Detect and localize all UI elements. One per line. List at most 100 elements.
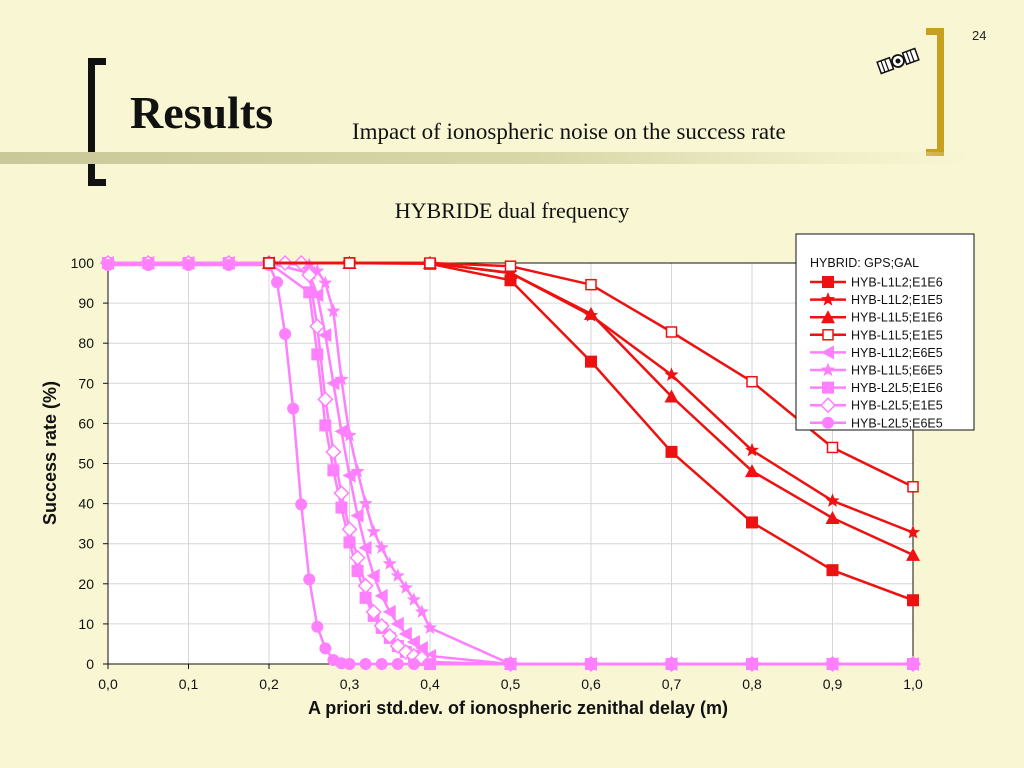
data-point xyxy=(301,266,318,284)
legend-label: HYB-L2L5;E1E5 xyxy=(851,399,943,413)
x-tick-label: 0,9 xyxy=(823,676,843,692)
x-tick-label: 1,0 xyxy=(903,676,923,692)
satellite-icon xyxy=(876,47,920,75)
y-tick-label: 30 xyxy=(78,536,94,552)
data-point xyxy=(905,525,921,539)
data-point xyxy=(358,496,373,510)
legend-label: HYB-L2L5;E1E6 xyxy=(851,381,943,395)
data-point xyxy=(745,464,759,478)
data-point xyxy=(350,508,364,523)
y-tick-label: 60 xyxy=(78,415,94,431)
data-point xyxy=(310,263,325,278)
data-point xyxy=(825,511,840,525)
data-point xyxy=(287,402,300,415)
data-point xyxy=(381,627,398,644)
chart-heading: HYBRIDE dual frequency xyxy=(394,198,630,223)
data-point xyxy=(142,259,155,272)
data-point xyxy=(414,640,428,655)
data-point xyxy=(390,568,405,582)
data-point xyxy=(744,442,760,457)
data-point xyxy=(746,658,758,670)
data-point xyxy=(334,371,349,386)
data-point xyxy=(424,658,436,670)
legend-marker xyxy=(819,397,837,414)
data-point xyxy=(746,516,758,529)
legend-marker xyxy=(822,381,834,394)
data-point xyxy=(350,464,365,478)
data-point xyxy=(665,326,678,338)
data-point xyxy=(310,288,324,303)
title-underline-band xyxy=(0,152,972,164)
data-point xyxy=(390,616,404,631)
x-tick-label: 0,4 xyxy=(420,676,440,692)
data-point xyxy=(825,493,840,507)
data-point xyxy=(271,276,284,289)
legend-marker xyxy=(822,329,834,341)
legend-marker xyxy=(822,416,834,429)
data-point xyxy=(325,443,342,460)
data-point xyxy=(359,658,372,670)
data-point xyxy=(343,658,356,670)
data-point xyxy=(665,658,678,670)
legend-marker xyxy=(822,276,834,288)
data-point xyxy=(406,592,421,606)
data-point xyxy=(374,588,388,603)
data-point xyxy=(349,549,366,566)
slide-number: 24 xyxy=(972,28,987,43)
data-point xyxy=(373,617,390,634)
data-point xyxy=(342,468,356,483)
data-point xyxy=(665,445,678,458)
x-tick-label: 0,3 xyxy=(340,676,360,692)
data-point xyxy=(907,658,919,670)
x-tick-label: 0,1 xyxy=(179,676,199,692)
y-tick-label: 90 xyxy=(78,295,94,311)
data-point xyxy=(746,375,758,388)
x-tick-label: 0,6 xyxy=(581,676,601,692)
legend-label: HYB-L1L2;E1E5 xyxy=(851,293,943,307)
data-point xyxy=(382,556,397,570)
data-point xyxy=(374,540,389,554)
data-point xyxy=(504,260,517,272)
data-point xyxy=(279,327,292,340)
data-point xyxy=(309,318,326,335)
data-point xyxy=(375,658,388,670)
data-point xyxy=(664,367,679,381)
data-point xyxy=(326,303,341,318)
data-point xyxy=(826,564,839,577)
data-point xyxy=(263,257,275,269)
data-point xyxy=(334,424,348,439)
legend-marker xyxy=(821,310,835,324)
slide-subtitle: Impact of ionospheric noise on the succe… xyxy=(352,119,786,144)
x-tick-label: 0,2 xyxy=(259,676,279,692)
data-point xyxy=(585,278,597,291)
data-point xyxy=(422,620,438,634)
data-point xyxy=(341,521,358,538)
legend-marker xyxy=(820,362,836,377)
data-point xyxy=(222,259,235,272)
data-point xyxy=(585,658,597,670)
data-point xyxy=(826,441,839,454)
y-tick-label: 100 xyxy=(71,255,95,271)
y-axis-label: Success rate (%) xyxy=(40,381,60,525)
data-point xyxy=(357,577,374,594)
data-point xyxy=(182,259,195,272)
data-point xyxy=(907,594,919,607)
y-tick-label: 80 xyxy=(78,335,94,351)
data-point xyxy=(302,257,317,272)
legend-marker xyxy=(820,292,836,306)
slide-title: Results xyxy=(130,87,274,138)
legend-label: HYB-L1L5;E1E5 xyxy=(851,328,943,342)
data-point xyxy=(503,266,518,280)
data-point xyxy=(407,658,420,670)
data-point xyxy=(326,376,340,391)
y-tick-label: 50 xyxy=(78,456,94,472)
legend-marker xyxy=(821,345,834,360)
y-tick-label: 20 xyxy=(78,576,94,592)
data-point xyxy=(424,257,436,269)
data-point xyxy=(365,603,382,620)
data-point xyxy=(303,573,316,586)
data-point xyxy=(391,658,404,670)
data-point xyxy=(311,620,324,633)
data-point xyxy=(414,604,430,618)
